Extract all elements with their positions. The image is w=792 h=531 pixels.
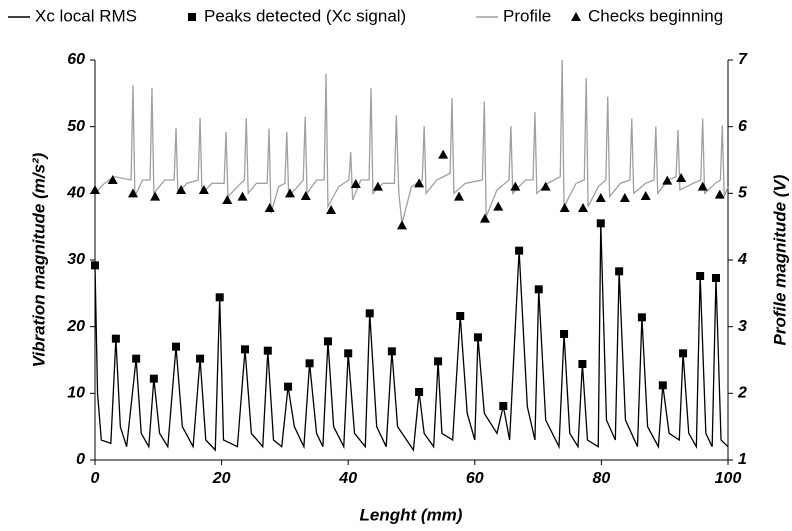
data-point (365, 309, 374, 318)
x-tick-label: 60 (466, 470, 484, 487)
y2-axis-label: Profile magnitude (V) (770, 174, 789, 345)
legend-label: Xc local RMS (35, 6, 137, 25)
y-axis-label: Vibration magnitude (m/s²) (29, 152, 48, 367)
y-tick-label: 10 (67, 385, 85, 402)
data-point (438, 149, 449, 159)
data-point (456, 312, 465, 320)
data-point (107, 175, 118, 184)
data-point (397, 220, 408, 230)
legend-label: Peaks detected (Xc signal) (204, 6, 406, 25)
y-tick-label: 20 (66, 318, 85, 335)
y2-tick-label: 5 (738, 185, 748, 202)
x-tick-label: 20 (212, 470, 231, 487)
x-tick-label: 40 (338, 470, 357, 487)
data-point (372, 181, 383, 191)
data-point (619, 193, 630, 202)
data-point (111, 334, 120, 343)
data-point (196, 354, 205, 363)
data-point (679, 349, 688, 358)
y2-tick-label: 1 (738, 451, 747, 468)
series-line (94, 223, 729, 452)
data-point (305, 359, 314, 368)
data-point (263, 346, 272, 355)
y2-tick-label: 7 (738, 51, 748, 68)
data-point (150, 191, 161, 201)
data-point (596, 219, 605, 228)
data-point (264, 203, 275, 212)
y2-tick-label: 4 (737, 251, 747, 268)
data-point (534, 285, 543, 294)
data-point (284, 382, 293, 391)
data-point (414, 178, 425, 188)
data-point (560, 330, 569, 338)
data-point (479, 213, 490, 223)
legend-swatch (571, 12, 581, 21)
data-point (559, 203, 570, 212)
data-point (515, 246, 524, 255)
data-point (284, 188, 295, 198)
data-point (658, 381, 667, 390)
y-tick-label: 60 (67, 51, 85, 68)
data-point (198, 185, 209, 194)
data-point (595, 193, 606, 202)
data-point (473, 333, 482, 342)
data-point (350, 179, 361, 188)
data-point (499, 402, 508, 410)
data-point (714, 189, 725, 199)
data-point (662, 175, 673, 185)
y2-tick-label: 3 (738, 318, 747, 335)
data-point (176, 185, 187, 194)
data-point (540, 181, 551, 191)
data-point (222, 195, 233, 204)
data-point (578, 203, 589, 212)
data-point (172, 342, 181, 351)
x-axis-label: Lenght (mm) (360, 505, 463, 524)
data-point (676, 173, 687, 182)
data-point (637, 313, 646, 322)
data-point (493, 201, 504, 211)
legend-label: Checks beginning (588, 6, 723, 25)
data-point (696, 272, 705, 280)
y-tick-label: 0 (76, 451, 85, 468)
data-point (300, 191, 311, 200)
data-point (241, 345, 250, 354)
x-tick-label: 100 (715, 470, 742, 487)
legend-swatch (188, 13, 196, 21)
data-point (615, 267, 624, 276)
data-point (697, 181, 708, 191)
data-point (640, 191, 651, 200)
y-tick-label: 50 (67, 118, 85, 135)
data-point (215, 293, 224, 302)
y-tick-label: 40 (66, 185, 85, 202)
data-point (578, 360, 587, 368)
data-point (91, 261, 99, 270)
x-tick-label: 80 (593, 470, 611, 487)
data-point (237, 191, 248, 201)
y2-tick-label: 2 (737, 385, 747, 402)
data-point (127, 188, 138, 198)
data-point (323, 337, 332, 346)
data-point (510, 181, 521, 191)
data-point (344, 349, 353, 358)
data-point (132, 354, 141, 363)
data-point (711, 274, 720, 282)
data-point (149, 374, 158, 383)
data-point (326, 205, 337, 214)
series-line (94, 59, 729, 224)
y2-tick-label: 6 (738, 118, 747, 135)
legend-label: Profile (503, 6, 551, 25)
data-point (90, 185, 100, 194)
y-tick-label: 30 (67, 251, 85, 268)
x-tick-label: 0 (91, 470, 100, 487)
data-point (415, 388, 424, 396)
data-point (453, 191, 464, 201)
data-point (434, 357, 443, 366)
data-point (387, 347, 396, 356)
